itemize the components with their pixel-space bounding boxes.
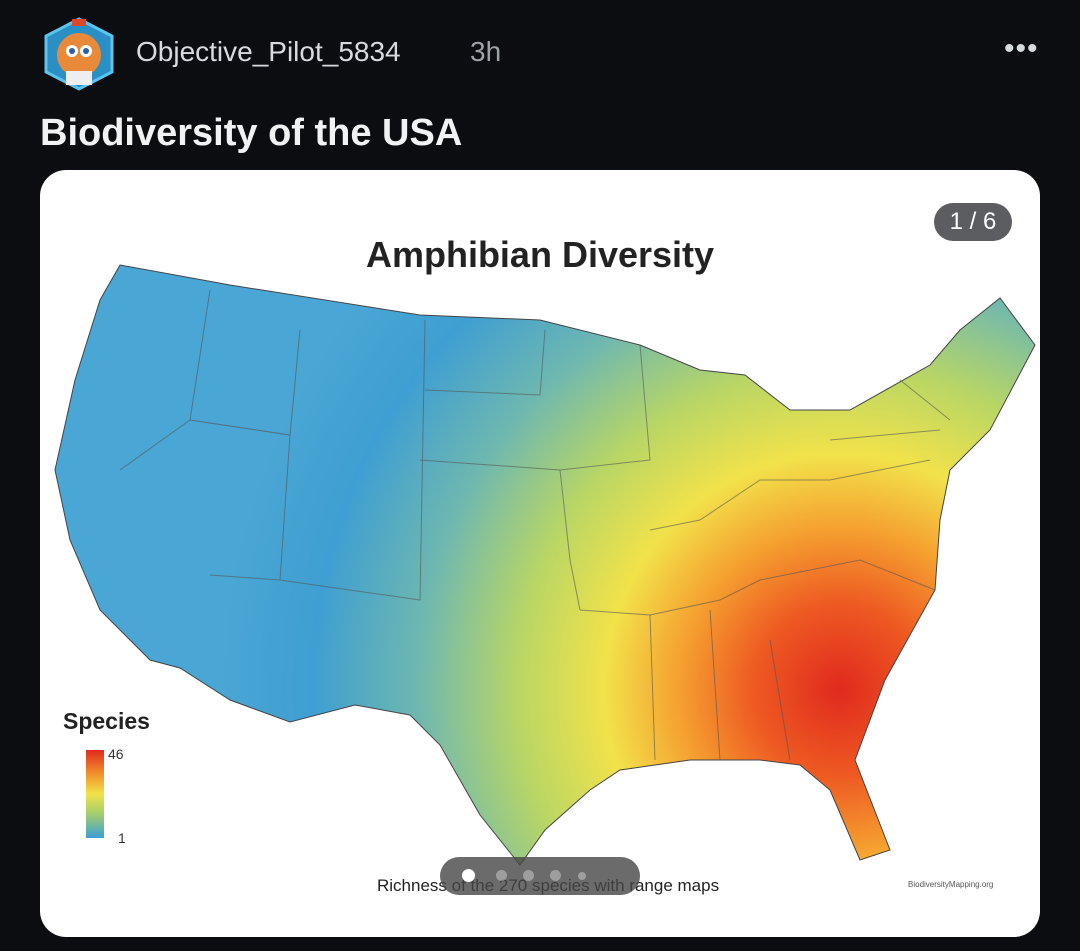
map-shape: [54, 264, 1036, 866]
more-horizontal-icon[interactable]: •••: [1004, 32, 1039, 65]
legend-max: 46: [108, 746, 124, 762]
page-dot-2[interactable]: [496, 870, 507, 881]
map-title: Amphibian Diversity: [365, 234, 715, 275]
watermark: BiodiversityMapping.org: [908, 880, 994, 889]
post-image[interactable]: Amphibian Diversity 1 / 6 Species 46 1 R…: [40, 170, 1040, 937]
gallery-pagination[interactable]: [440, 857, 640, 895]
gallery-counter: 1 / 6: [934, 203, 1012, 241]
legend-title: Species: [63, 708, 150, 734]
user-avatar[interactable]: [42, 15, 116, 93]
legend-color-bar: [86, 750, 104, 838]
post-age: 3h: [470, 36, 502, 67]
page-dot-1[interactable]: [462, 869, 475, 882]
page-dot-5[interactable]: [578, 872, 586, 880]
legend-min: 1: [118, 830, 126, 846]
us-map: [54, 264, 1036, 866]
page-dot-3[interactable]: [523, 870, 534, 881]
post-title: Biodiversity of the USA: [40, 112, 463, 154]
author-name[interactable]: Objective_Pilot_5834: [136, 36, 401, 67]
page-dot-4[interactable]: [550, 870, 561, 881]
